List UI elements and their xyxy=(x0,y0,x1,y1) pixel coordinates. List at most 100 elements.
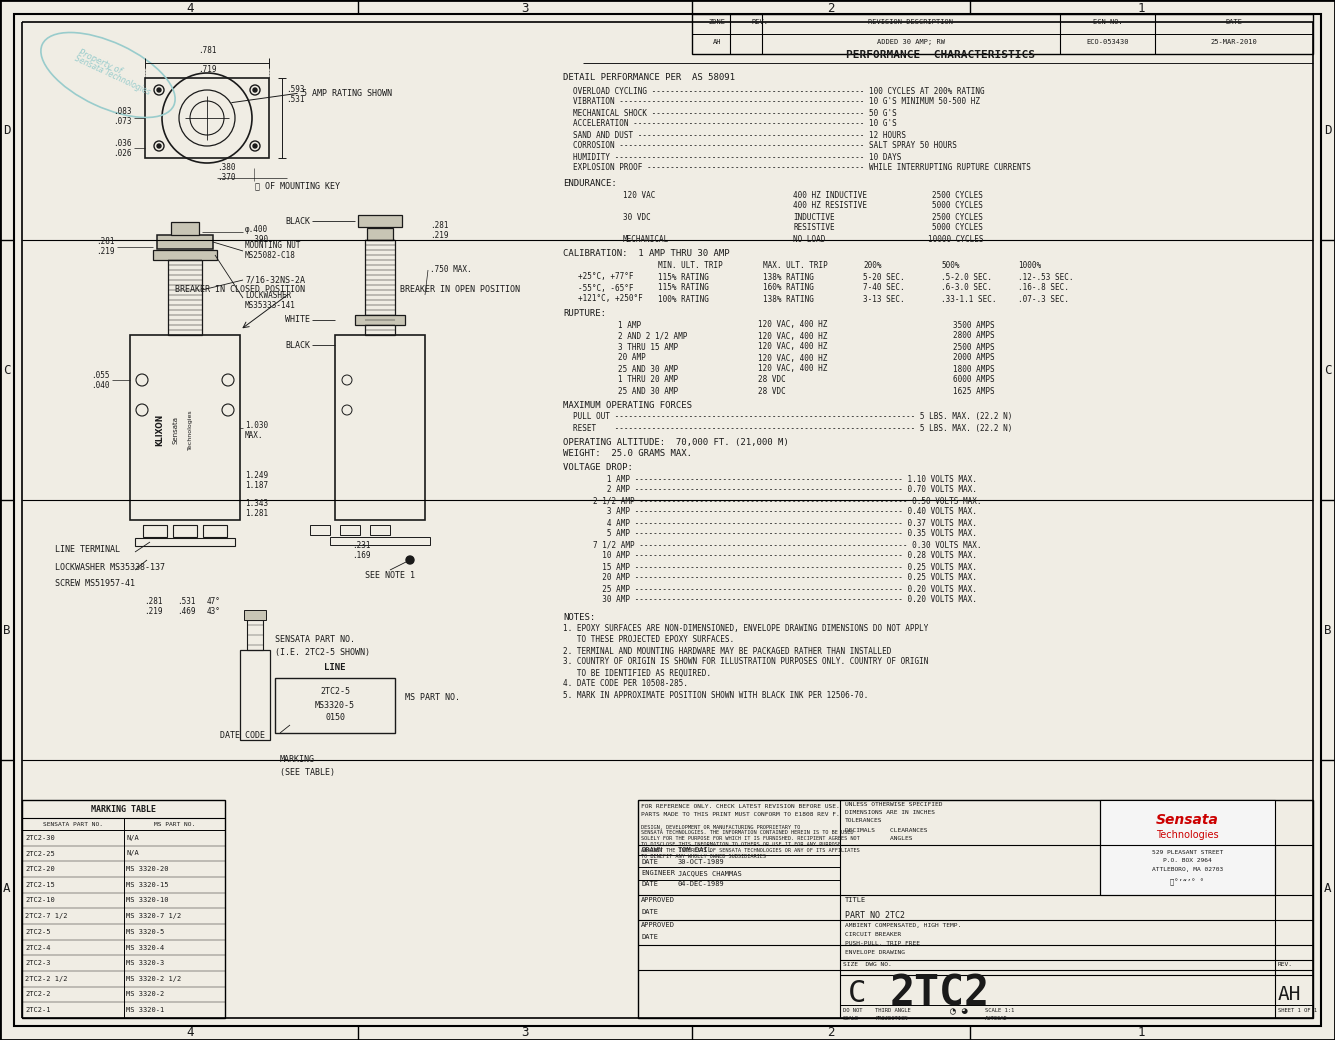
Text: Technologies: Technologies xyxy=(187,410,192,450)
Text: 30-OCT-1989: 30-OCT-1989 xyxy=(678,859,725,865)
Text: 1.187: 1.187 xyxy=(246,480,268,490)
Text: 25 AMP ---------------------------------------------------------- 0.20 VOLTS MAX: 25 AMP ---------------------------------… xyxy=(593,584,977,594)
Text: MARKING: MARKING xyxy=(280,755,315,764)
Text: 2800 AMPS: 2800 AMPS xyxy=(953,332,995,340)
Text: 2TC2-10: 2TC2-10 xyxy=(25,898,55,904)
Text: 1 THRU 20 AMP: 1 THRU 20 AMP xyxy=(618,375,678,385)
Text: PART NO 2TC2: PART NO 2TC2 xyxy=(845,910,905,919)
Text: DETAIL PERFORMANCE PER  AS 58091: DETAIL PERFORMANCE PER AS 58091 xyxy=(563,73,736,81)
Text: AGAINST THE INTERESTS OF SENSATA TECHNOLOGIES OR ANY OF ITS AFFILIATES: AGAINST THE INTERESTS OF SENSATA TECHNOL… xyxy=(641,849,860,854)
Text: N/A: N/A xyxy=(127,835,139,840)
Text: MS 3320-7 1/2: MS 3320-7 1/2 xyxy=(127,913,182,919)
Text: 2TC2-2 1/2: 2TC2-2 1/2 xyxy=(25,976,68,982)
Text: SEE NOTE 1: SEE NOTE 1 xyxy=(364,571,415,579)
Text: SCALE: SCALE xyxy=(842,1015,860,1020)
Text: TO DISCLOSE THIS INFORMATION TO OTHERS OR USE IT FOR ANY PURPOSE: TO DISCLOSE THIS INFORMATION TO OTHERS O… xyxy=(641,842,841,848)
Text: Technologies: Technologies xyxy=(1156,830,1219,840)
Text: Sensata: Sensata xyxy=(1156,813,1219,827)
Text: .055: .055 xyxy=(92,370,109,380)
Text: 400 HZ INDUCTIVE: 400 HZ INDUCTIVE xyxy=(793,190,866,200)
Circle shape xyxy=(158,88,162,92)
Text: 15 AMP ---------------------------------------------------------- 0.25 VOLTS MAX: 15 AMP ---------------------------------… xyxy=(593,563,977,572)
Bar xyxy=(310,525,330,535)
Text: 138% RATING: 138% RATING xyxy=(764,272,814,282)
Text: 2. TERMINAL AND MOUNTING HARDWARE MAY BE PACKAGED RATHER THAN INSTALLED: 2. TERMINAL AND MOUNTING HARDWARE MAY BE… xyxy=(563,647,892,655)
Text: 10 AMP ---------------------------------------------------------- 0.28 VOLTS MAX: 10 AMP ---------------------------------… xyxy=(593,551,977,561)
Text: 3 AMP ---------------------------------------------------------- 0.40 VOLTS MAX.: 3 AMP ----------------------------------… xyxy=(593,508,977,517)
Text: 3: 3 xyxy=(521,1025,529,1039)
Text: D: D xyxy=(3,125,11,137)
Text: LOCKWASHER: LOCKWASHER xyxy=(246,290,291,300)
Text: +25°C, +77°F: +25°C, +77°F xyxy=(578,272,634,282)
Text: MAXIMUM OPERATING FORCES: MAXIMUM OPERATING FORCES xyxy=(563,401,692,411)
Text: MS 3320-3: MS 3320-3 xyxy=(127,960,164,966)
Text: 1.343: 1.343 xyxy=(246,498,268,508)
Text: TITLE: TITLE xyxy=(845,896,866,903)
Text: MS 3320-15: MS 3320-15 xyxy=(127,882,170,888)
Text: 500%: 500% xyxy=(941,261,960,270)
Text: .469: .469 xyxy=(178,607,195,617)
Text: MS25082-C18: MS25082-C18 xyxy=(246,252,296,260)
Text: 0150: 0150 xyxy=(324,713,344,723)
Bar xyxy=(247,620,263,650)
Text: PARTS MADE TO THIS PRINT MUST CONFORM TO E1808 REV F.: PARTS MADE TO THIS PRINT MUST CONFORM TO… xyxy=(641,811,840,816)
Text: 138% RATING: 138% RATING xyxy=(764,294,814,304)
Text: 10000 CYCLES: 10000 CYCLES xyxy=(928,234,983,243)
Text: 400 HZ RESISTIVE: 400 HZ RESISTIVE xyxy=(793,202,866,210)
Text: SENSATA PART NO.: SENSATA PART NO. xyxy=(43,822,103,827)
Text: MS 3320-10: MS 3320-10 xyxy=(127,898,170,904)
Text: (SEE TABLE): (SEE TABLE) xyxy=(280,768,335,777)
Circle shape xyxy=(254,88,258,92)
Text: MECHANICAL SHOCK ---------------------------------------------- 50 G'S: MECHANICAL SHOCK -----------------------… xyxy=(573,108,897,118)
Text: N/A: N/A xyxy=(127,851,139,857)
Text: VIBRATION ----------------------------------------------------- 10 G'S MINIMUM 5: VIBRATION ------------------------------… xyxy=(573,98,980,106)
Bar xyxy=(692,14,1314,54)
Text: DIMENSIONS ARE IN INCHES: DIMENSIONS ARE IN INCHES xyxy=(845,810,934,815)
Text: 2TC2-3: 2TC2-3 xyxy=(25,960,51,966)
Text: ATTLEBORO, MA 02703: ATTLEBORO, MA 02703 xyxy=(1152,867,1223,873)
Text: 5. MARK IN APPROXIMATE POSITION SHOWN WITH BLACK INK PER 12506-70.: 5. MARK IN APPROXIMATE POSITION SHOWN WI… xyxy=(563,691,868,700)
Text: SOLELY FOR THE PURPOSE FOR WHICH IT IS FURNISHED. RECIPIENT AGREES NOT: SOLELY FOR THE PURPOSE FOR WHICH IT IS F… xyxy=(641,836,860,841)
Text: 1800 AMPS: 1800 AMPS xyxy=(953,364,995,373)
Text: 2 1/2 AMP ---------------------------------------------------------- 0.50 VOLTS : 2 1/2 AMP ------------------------------… xyxy=(593,496,981,505)
Text: .16-.8 SEC.: .16-.8 SEC. xyxy=(1019,284,1069,292)
Text: MIN. ULT. TRIP: MIN. ULT. TRIP xyxy=(658,261,722,270)
Text: MS 3320-20: MS 3320-20 xyxy=(127,866,170,873)
Text: 2TC2-5: 2TC2-5 xyxy=(25,929,51,935)
Text: ECO-053430: ECO-053430 xyxy=(1087,38,1129,45)
Text: .036: .036 xyxy=(113,138,132,148)
Text: .169: .169 xyxy=(352,550,371,560)
Text: 5000 CYCLES: 5000 CYCLES xyxy=(932,224,983,233)
Text: .5-2.0 SEC.: .5-2.0 SEC. xyxy=(941,272,992,282)
Text: DATE: DATE xyxy=(1226,19,1243,25)
Text: MS PART NO.: MS PART NO. xyxy=(154,822,195,827)
Bar xyxy=(367,228,392,240)
Text: 3. COUNTRY OF ORIGIN IS SHOWN FOR ILLUSTRATION PURPOSES ONLY. COUNTRY OF ORIGIN: 3. COUNTRY OF ORIGIN IS SHOWN FOR ILLUST… xyxy=(563,657,928,667)
Text: 20 AMP: 20 AMP xyxy=(618,354,646,363)
Text: ACCELERATION -------------------------------------------------- 10 G'S: ACCELERATION ---------------------------… xyxy=(573,120,897,129)
Text: .219: .219 xyxy=(96,248,115,257)
Text: Ⅱ°’“’° °: Ⅱ°’“’° ° xyxy=(1171,879,1204,886)
Text: MS 3320-2: MS 3320-2 xyxy=(127,991,164,997)
Bar xyxy=(240,650,270,740)
Circle shape xyxy=(254,144,258,148)
Text: 2TC2: 2TC2 xyxy=(890,973,991,1015)
Text: 2TC2-15: 2TC2-15 xyxy=(25,882,55,888)
Text: MS PART NO.: MS PART NO. xyxy=(405,694,461,702)
Text: 25 AND 30 AMP: 25 AND 30 AMP xyxy=(618,387,678,395)
Text: .531: .531 xyxy=(286,96,304,104)
Text: PUSH-PULL, TRIP FREE: PUSH-PULL, TRIP FREE xyxy=(845,941,920,946)
Text: CORROSION ----------------------------------------------------- SALT SPRAY 50 HO: CORROSION ------------------------------… xyxy=(573,141,957,151)
Text: THIRD ANGLE: THIRD ANGLE xyxy=(874,1009,910,1014)
Text: EXPLOSION PROOF ----------------------------------------------- WHILE INTERRUPTI: EXPLOSION PROOF ------------------------… xyxy=(573,163,1031,173)
Text: 120 VAC, 400 HZ: 120 VAC, 400 HZ xyxy=(758,320,828,330)
Text: 1.281: 1.281 xyxy=(246,509,268,518)
Text: MS35333-141: MS35333-141 xyxy=(246,301,296,310)
Bar xyxy=(168,260,202,335)
Circle shape xyxy=(406,556,414,564)
Text: AUTOCAD: AUTOCAD xyxy=(985,1015,1008,1020)
Text: .33-1.1 SEC.: .33-1.1 SEC. xyxy=(941,294,996,304)
Bar xyxy=(638,800,1314,1018)
Text: PERFORMANCE  CHARACTERISTICS: PERFORMANCE CHARACTERISTICS xyxy=(845,50,1035,60)
Bar xyxy=(335,335,425,520)
